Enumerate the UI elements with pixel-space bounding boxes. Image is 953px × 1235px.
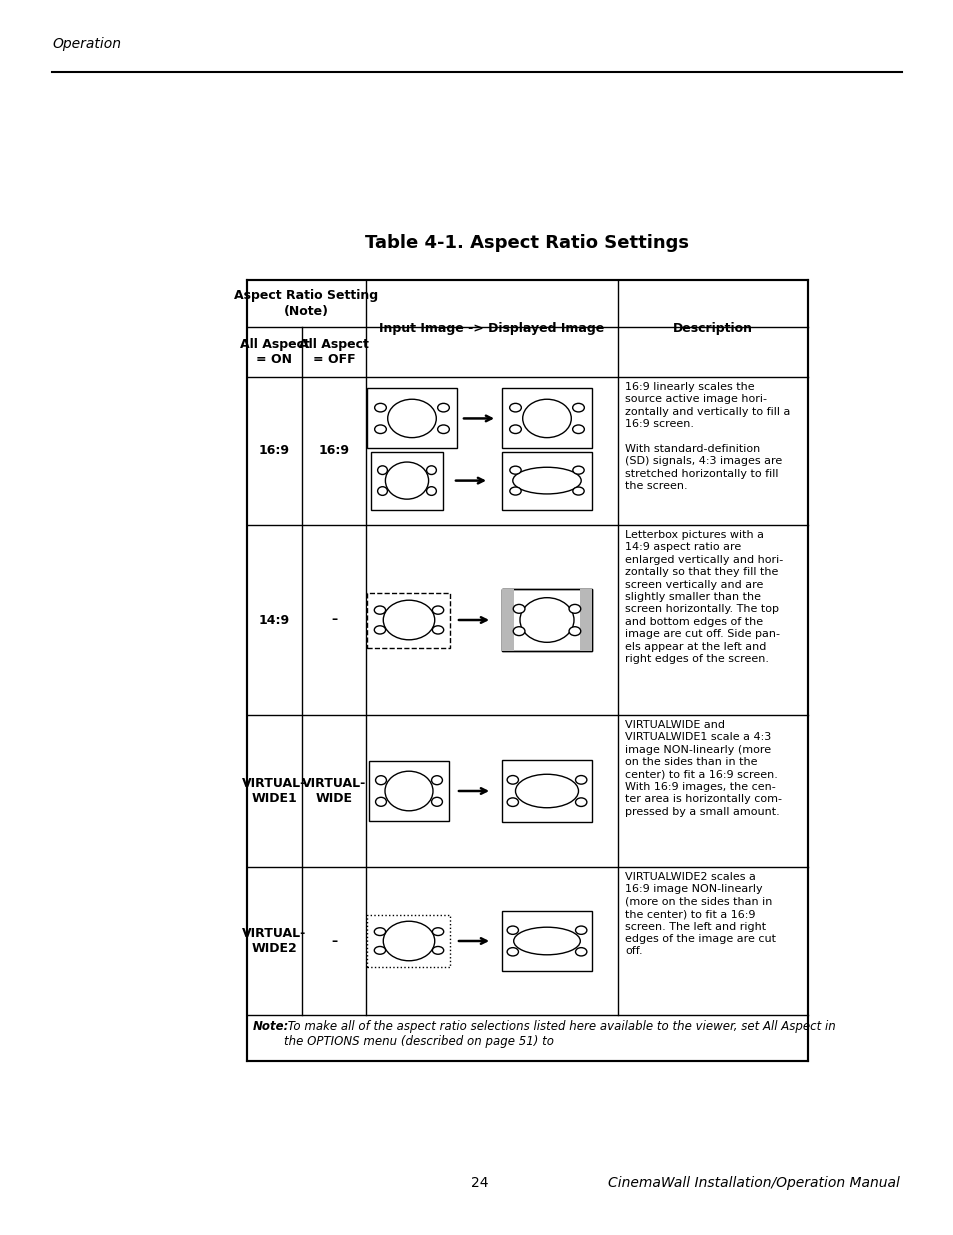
Bar <box>367 389 456 448</box>
Bar <box>369 761 449 821</box>
Ellipse shape <box>513 927 579 955</box>
Bar <box>501 589 514 651</box>
Ellipse shape <box>374 626 385 634</box>
Bar <box>501 911 592 971</box>
Ellipse shape <box>383 921 435 961</box>
Ellipse shape <box>375 798 386 806</box>
Bar <box>501 589 592 651</box>
Ellipse shape <box>509 425 520 433</box>
Bar <box>247 280 807 1061</box>
Text: Operation: Operation <box>52 37 121 51</box>
Text: VIRTUAL-
WIDE: VIRTUAL- WIDE <box>301 777 366 805</box>
Ellipse shape <box>385 462 428 499</box>
Text: Note:: Note: <box>253 1020 289 1032</box>
Text: –: – <box>331 935 336 947</box>
Text: 16:9 linearly scales the
source active image hori-
zontally and vertically to fi: 16:9 linearly scales the source active i… <box>624 382 789 492</box>
Ellipse shape <box>507 776 517 784</box>
Ellipse shape <box>507 798 517 806</box>
Ellipse shape <box>437 404 449 412</box>
Ellipse shape <box>513 626 524 636</box>
Ellipse shape <box>374 927 385 936</box>
Ellipse shape <box>575 798 586 806</box>
Bar <box>367 915 450 967</box>
Ellipse shape <box>431 798 442 806</box>
Text: Description: Description <box>672 322 752 335</box>
Text: VIRTUAL-
WIDE2: VIRTUAL- WIDE2 <box>242 927 306 955</box>
Ellipse shape <box>426 487 436 495</box>
Bar <box>501 452 592 510</box>
Ellipse shape <box>383 600 435 640</box>
Ellipse shape <box>575 947 586 956</box>
Ellipse shape <box>575 926 586 935</box>
Ellipse shape <box>507 947 517 956</box>
Ellipse shape <box>509 404 520 412</box>
Text: Input Image -> Displayed Image: Input Image -> Displayed Image <box>379 322 604 335</box>
Ellipse shape <box>375 776 386 784</box>
Bar <box>371 452 442 510</box>
Ellipse shape <box>385 771 433 811</box>
Text: VIRTUALWIDE2 scales a
16:9 image NON-linearly
(more on the sides than in
the cen: VIRTUALWIDE2 scales a 16:9 image NON-lin… <box>624 872 775 956</box>
Text: All Aspect
= ON: All Aspect = ON <box>239 338 309 366</box>
Ellipse shape <box>522 399 571 437</box>
Ellipse shape <box>572 404 584 412</box>
Text: Aspect Ratio Setting
(Note): Aspect Ratio Setting (Note) <box>234 289 378 317</box>
Ellipse shape <box>515 774 578 808</box>
Ellipse shape <box>513 604 524 614</box>
Text: VIRTUALWIDE and
VIRTUALWIDE1 scale a 4:3
image NON-linearly (more
on the sides t: VIRTUALWIDE and VIRTUALWIDE1 scale a 4:3… <box>624 720 781 816</box>
Bar <box>501 760 592 823</box>
Bar <box>579 589 592 651</box>
Text: –: – <box>331 614 336 626</box>
Ellipse shape <box>432 626 443 634</box>
Text: VIRTUAL-
WIDE1: VIRTUAL- WIDE1 <box>242 777 306 805</box>
Ellipse shape <box>431 776 442 784</box>
Ellipse shape <box>374 606 385 614</box>
Text: All Aspect
= OFF: All Aspect = OFF <box>298 338 369 366</box>
Ellipse shape <box>572 487 583 495</box>
Text: CinemaWall Installation/Operation Manual: CinemaWall Installation/Operation Manual <box>607 1176 899 1191</box>
Ellipse shape <box>432 927 443 936</box>
Ellipse shape <box>375 425 386 433</box>
Bar <box>501 389 592 448</box>
Text: Letterbox pictures with a
14:9 aspect ratio are
enlarged vertically and hori-
zo: Letterbox pictures with a 14:9 aspect ra… <box>624 530 782 664</box>
Ellipse shape <box>509 466 520 474</box>
Text: 16:9: 16:9 <box>258 445 290 457</box>
Text: 14:9: 14:9 <box>258 614 290 626</box>
Text: 24: 24 <box>471 1176 488 1191</box>
Ellipse shape <box>519 598 574 642</box>
Ellipse shape <box>572 425 584 433</box>
Ellipse shape <box>374 946 385 955</box>
Bar <box>501 589 592 651</box>
Text: Table 4-1. Aspect Ratio Settings: Table 4-1. Aspect Ratio Settings <box>365 233 689 252</box>
Ellipse shape <box>437 425 449 433</box>
Ellipse shape <box>572 466 583 474</box>
Ellipse shape <box>426 466 436 474</box>
Bar <box>367 593 450 647</box>
Ellipse shape <box>568 604 580 614</box>
Ellipse shape <box>387 399 436 437</box>
Text: 16:9: 16:9 <box>318 445 349 457</box>
Text: To make all of the aspect ratio selections listed here available to the viewer, : To make all of the aspect ratio selectio… <box>284 1020 835 1049</box>
Ellipse shape <box>432 946 443 955</box>
Ellipse shape <box>432 606 443 614</box>
Ellipse shape <box>377 487 387 495</box>
Ellipse shape <box>377 466 387 474</box>
Ellipse shape <box>513 467 580 494</box>
Ellipse shape <box>568 626 580 636</box>
Ellipse shape <box>509 487 520 495</box>
Ellipse shape <box>507 926 517 935</box>
Ellipse shape <box>575 776 586 784</box>
Ellipse shape <box>375 404 386 412</box>
